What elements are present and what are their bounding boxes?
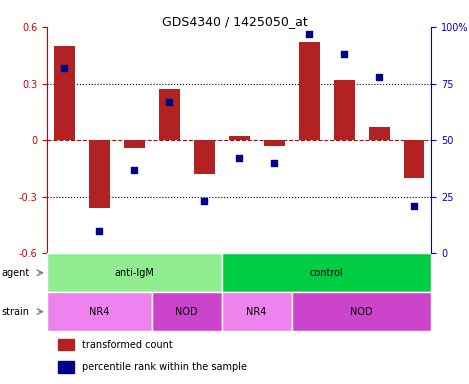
Bar xyxy=(264,140,285,146)
Bar xyxy=(59,339,74,350)
FancyBboxPatch shape xyxy=(292,292,431,331)
Point xyxy=(235,155,243,161)
Bar xyxy=(299,42,319,140)
Bar xyxy=(194,140,215,174)
Point xyxy=(271,160,278,166)
Text: NR4: NR4 xyxy=(247,306,267,317)
Bar xyxy=(229,136,250,140)
FancyBboxPatch shape xyxy=(47,253,222,292)
Bar xyxy=(159,89,180,140)
Text: GDS4340 / 1425050_at: GDS4340 / 1425050_at xyxy=(162,15,307,28)
Text: NOD: NOD xyxy=(350,306,373,317)
Bar xyxy=(403,140,424,178)
Bar xyxy=(124,140,145,148)
FancyBboxPatch shape xyxy=(152,292,222,331)
Point xyxy=(130,167,138,173)
Point xyxy=(96,228,103,234)
Point xyxy=(410,203,418,209)
Point xyxy=(375,74,383,80)
Point xyxy=(305,31,313,37)
FancyBboxPatch shape xyxy=(222,292,292,331)
Point xyxy=(166,99,173,105)
Text: percentile rank within the sample: percentile rank within the sample xyxy=(82,362,247,372)
Text: NOD: NOD xyxy=(175,306,198,317)
Bar xyxy=(59,361,74,373)
Bar xyxy=(369,127,390,140)
Text: agent: agent xyxy=(1,268,30,278)
Text: control: control xyxy=(310,268,343,278)
FancyBboxPatch shape xyxy=(222,253,431,292)
Text: strain: strain xyxy=(1,306,30,317)
Point xyxy=(200,198,208,204)
Text: anti-IgM: anti-IgM xyxy=(114,268,154,278)
Bar xyxy=(54,46,75,140)
Point xyxy=(340,51,348,57)
Bar xyxy=(333,80,355,140)
Text: transformed count: transformed count xyxy=(82,339,172,349)
Text: NR4: NR4 xyxy=(89,306,110,317)
Point xyxy=(61,65,68,71)
FancyBboxPatch shape xyxy=(47,292,152,331)
Bar xyxy=(89,140,110,208)
